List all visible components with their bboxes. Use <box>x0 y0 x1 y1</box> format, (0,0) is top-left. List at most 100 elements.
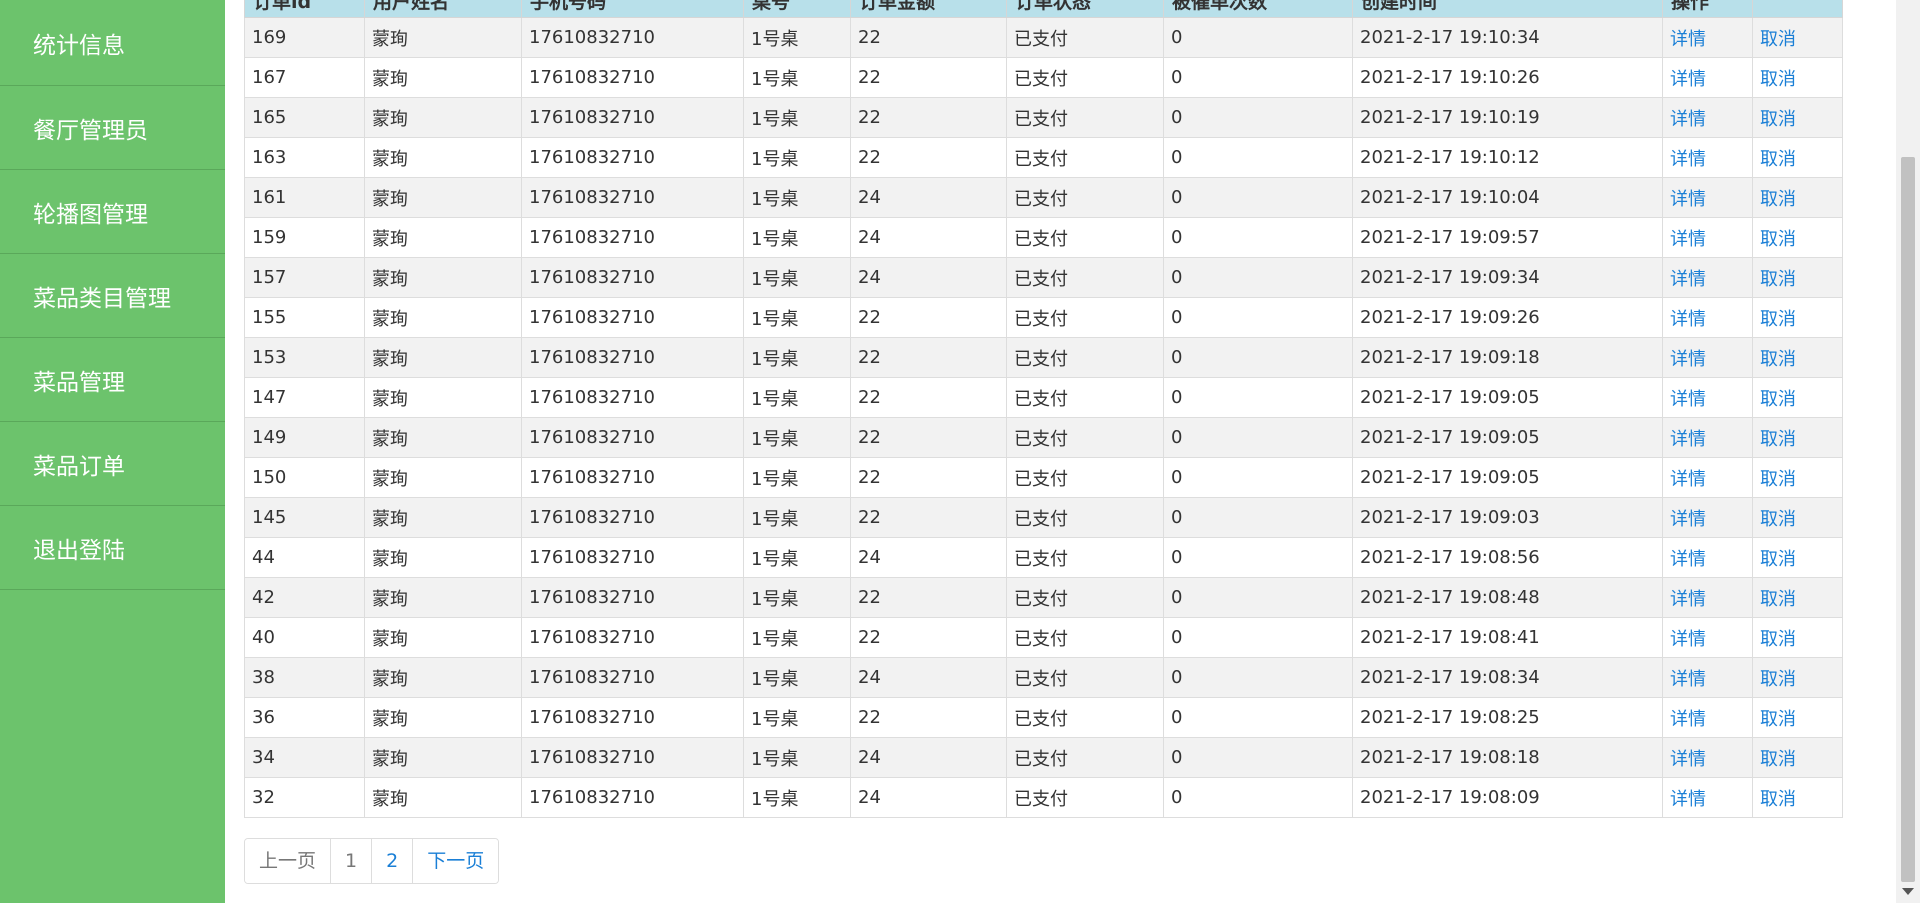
detail-link[interactable]: 详情 <box>1670 788 1706 810</box>
scroll-down-arrow-icon[interactable] <box>1902 888 1914 895</box>
page-1-button[interactable]: 1 <box>331 839 373 883</box>
detail-link[interactable]: 详情 <box>1670 268 1706 290</box>
prev-page-button[interactable]: 上一页 <box>245 839 332 883</box>
cell-table-no: 1号桌 <box>743 697 851 738</box>
cell-user-name: 蒙珣 <box>364 697 522 738</box>
cell-phone: 17610832710 <box>521 697 744 738</box>
detail-link[interactable]: 详情 <box>1670 348 1706 370</box>
cell-order-id: 150 <box>244 457 365 498</box>
cell-table-no: 1号桌 <box>743 417 851 458</box>
cancel-link[interactable]: 取消 <box>1760 548 1796 570</box>
detail-link[interactable]: 详情 <box>1670 228 1706 250</box>
detail-link[interactable]: 详情 <box>1670 68 1706 90</box>
cancel-link[interactable]: 取消 <box>1760 668 1796 690</box>
cell-amount: 22 <box>850 497 1007 538</box>
cell-status: 已支付 <box>1006 577 1164 618</box>
detail-link[interactable]: 详情 <box>1670 468 1706 490</box>
cancel-link[interactable]: 取消 <box>1760 68 1796 90</box>
cell-amount: 22 <box>850 57 1007 98</box>
cancel-link[interactable]: 取消 <box>1760 588 1796 610</box>
cell-cancel: 取消 <box>1752 137 1843 178</box>
cell-urge-count: 0 <box>1163 17 1353 58</box>
page-2-button[interactable]: 2 <box>372 839 414 883</box>
cell-detail: 详情 <box>1662 617 1753 658</box>
cell-table-no: 1号桌 <box>743 577 851 618</box>
detail-link[interactable]: 详情 <box>1670 748 1706 770</box>
cell-order-id: 44 <box>244 537 365 578</box>
sidebar-item-dish-orders[interactable]: 菜品订单 <box>0 422 225 506</box>
cancel-link[interactable]: 取消 <box>1760 308 1796 330</box>
cancel-link[interactable]: 取消 <box>1760 788 1796 810</box>
sidebar: 统计信息 餐厅管理员 轮播图管理 菜品类目管理 菜品管理 菜品订单 退出登陆 <box>0 0 225 903</box>
cell-urge-count: 0 <box>1163 457 1353 498</box>
table-row: 145 蒙珣 17610832710 1号桌 22 已支付 0 2021-2-17 19:09… <box>244 497 1843 538</box>
detail-link[interactable]: 详情 <box>1670 548 1706 570</box>
cell-status: 已支付 <box>1006 377 1164 418</box>
detail-link[interactable]: 详情 <box>1670 308 1706 330</box>
cell-order-id: 147 <box>244 377 365 418</box>
cell-amount: 22 <box>850 577 1007 618</box>
column-header-amount: 订单金额 <box>850 0 1007 18</box>
detail-link[interactable]: 详情 <box>1670 388 1706 410</box>
cell-user-name: 蒙珣 <box>364 417 522 458</box>
detail-link[interactable]: 详情 <box>1670 628 1706 650</box>
cancel-link[interactable]: 取消 <box>1760 348 1796 370</box>
cell-created-time: 2021-2-17 19:10:12 <box>1352 137 1663 178</box>
cell-user-name: 蒙珣 <box>364 497 522 538</box>
column-header-created-time: 创建时间 <box>1352 0 1663 18</box>
detail-link[interactable]: 详情 <box>1670 148 1706 170</box>
cancel-link[interactable]: 取消 <box>1760 428 1796 450</box>
detail-link[interactable]: 详情 <box>1670 428 1706 450</box>
detail-link[interactable]: 详情 <box>1670 108 1706 130</box>
table-row: 36 蒙珣 17610832710 1号桌 22 已支付 0 2021-2-17 19:08:… <box>244 697 1843 738</box>
cell-cancel: 取消 <box>1752 537 1843 578</box>
cancel-link[interactable]: 取消 <box>1760 388 1796 410</box>
cancel-link[interactable]: 取消 <box>1760 188 1796 210</box>
detail-link[interactable]: 详情 <box>1670 188 1706 210</box>
cancel-link[interactable]: 取消 <box>1760 28 1796 50</box>
detail-link[interactable]: 详情 <box>1670 508 1706 530</box>
sidebar-item-dish-management[interactable]: 菜品管理 <box>0 338 225 422</box>
cancel-link[interactable]: 取消 <box>1760 108 1796 130</box>
table-row: 159 蒙珣 17610832710 1号桌 24 已支付 0 2021-2-17 19:09… <box>244 217 1843 258</box>
cancel-link[interactable]: 取消 <box>1760 748 1796 770</box>
cancel-link[interactable]: 取消 <box>1760 268 1796 290</box>
scrollbar-thumb[interactable] <box>1901 157 1915 882</box>
table-row: 167 蒙珣 17610832710 1号桌 22 已支付 0 2021-2-17 19:10… <box>244 57 1843 98</box>
cancel-link[interactable]: 取消 <box>1760 148 1796 170</box>
vertical-scrollbar[interactable] <box>1896 0 1920 903</box>
cell-amount: 22 <box>850 97 1007 138</box>
next-page-button[interactable]: 下一页 <box>413 839 499 883</box>
sidebar-item-dish-category[interactable]: 菜品类目管理 <box>0 254 225 338</box>
cell-phone: 17610832710 <box>521 137 744 178</box>
cell-cancel: 取消 <box>1752 737 1843 778</box>
sidebar-item-restaurant-admin[interactable]: 餐厅管理员 <box>0 86 225 170</box>
detail-link[interactable]: 详情 <box>1670 708 1706 730</box>
cell-order-id: 165 <box>244 97 365 138</box>
cell-order-id: 149 <box>244 417 365 458</box>
cell-order-id: 169 <box>244 17 365 58</box>
table-row: 161 蒙珣 17610832710 1号桌 24 已支付 0 2021-2-17 19:10… <box>244 177 1843 218</box>
cancel-link[interactable]: 取消 <box>1760 468 1796 490</box>
cancel-link[interactable]: 取消 <box>1760 628 1796 650</box>
cancel-link[interactable]: 取消 <box>1760 508 1796 530</box>
cell-phone: 17610832710 <box>521 217 744 258</box>
cancel-link[interactable]: 取消 <box>1760 708 1796 730</box>
detail-link[interactable]: 详情 <box>1670 588 1706 610</box>
cell-cancel: 取消 <box>1752 697 1843 738</box>
cell-amount: 22 <box>850 337 1007 378</box>
sidebar-item-logout[interactable]: 退出登陆 <box>0 506 225 590</box>
cell-user-name: 蒙珣 <box>364 217 522 258</box>
cell-order-id: 34 <box>244 737 365 778</box>
table-row: 147 蒙珣 17610832710 1号桌 22 已支付 0 2021-2-17 19:09… <box>244 377 1843 418</box>
table-row: 165 蒙珣 17610832710 1号桌 22 已支付 0 2021-2-17 19:10… <box>244 97 1843 138</box>
cell-created-time: 2021-2-17 19:10:04 <box>1352 177 1663 218</box>
column-header-urge-count: 被催单次数 <box>1163 0 1353 18</box>
cell-amount: 22 <box>850 617 1007 658</box>
cancel-link[interactable]: 取消 <box>1760 228 1796 250</box>
sidebar-item-statistics[interactable]: 统计信息 <box>0 0 225 86</box>
cell-cancel: 取消 <box>1752 337 1843 378</box>
detail-link[interactable]: 详情 <box>1670 28 1706 50</box>
detail-link[interactable]: 详情 <box>1670 668 1706 690</box>
sidebar-item-carousel[interactable]: 轮播图管理 <box>0 170 225 254</box>
